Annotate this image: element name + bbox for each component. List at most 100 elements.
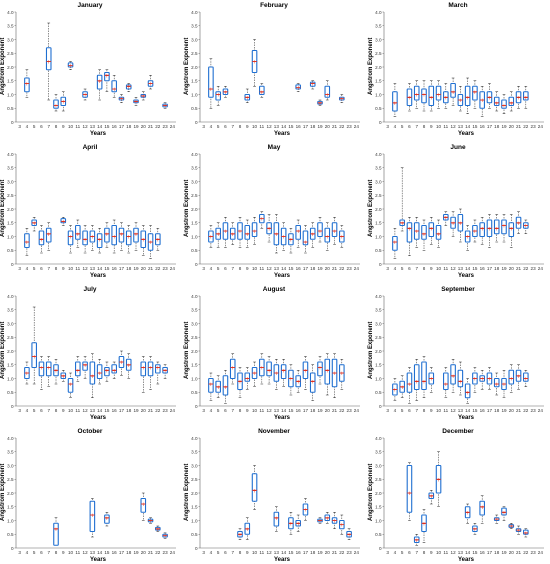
y-tick-label: 4.0 (191, 152, 198, 157)
x-tick-label: 7 (231, 124, 234, 129)
chart-panel-april: April Angstrom Exponent Years 0 0.5 1.0 1.5 2.0… (0, 142, 180, 280)
x-tick-label: 8 (239, 266, 242, 271)
x-tick-label: 6 (408, 550, 411, 555)
x-tick-label: 3 (202, 408, 205, 413)
y-tick-label: 0 (195, 262, 198, 267)
mean-marker: + (76, 232, 80, 238)
y-tick-label: 1.0 (375, 234, 382, 239)
y-tick-label: 1.0 (375, 92, 382, 97)
x-tick-label: 7 (47, 550, 50, 555)
x-tick-label: 7 (415, 266, 418, 271)
y-tick-label: 2.5 (7, 193, 14, 198)
y-tick-label: 3.5 (375, 24, 382, 29)
mean-marker: + (25, 240, 29, 246)
x-tick-label: 3 (386, 266, 389, 271)
box-plot-20: + (509, 215, 514, 248)
mean-marker: + (325, 516, 329, 522)
box-plot-21: + (516, 86, 521, 108)
x-tick-label: 15 (472, 266, 478, 271)
box-plot-svg: 0 0.5 1.0 1.5 2.0 2.5 3.0 3.5 4.0 3 4 5 6 7 8 9 10 11 12 13… (368, 284, 548, 422)
x-tick-label: 12 (451, 408, 457, 413)
mean-marker: + (238, 229, 242, 235)
x-tick-label: 3 (386, 408, 389, 413)
y-tick-label: 4.0 (191, 10, 198, 15)
box-plot-21: + (332, 354, 337, 398)
x-tick-label: 15 (104, 124, 110, 129)
mean-marker: + (119, 232, 123, 238)
mean-marker: + (90, 374, 94, 380)
mean-marker: + (466, 95, 470, 101)
x-tick-label: 3 (202, 550, 205, 555)
box-plot-20: + (509, 92, 514, 111)
x-tick-label: 10 (252, 550, 258, 555)
mean-marker: + (39, 366, 43, 372)
box-plot-23: + (163, 103, 168, 110)
x-tick-label: 11 (443, 266, 448, 271)
box-plot-13: + (90, 226, 95, 251)
x-tick-label: 16 (296, 550, 302, 555)
x-tick-label: 21 (516, 266, 522, 271)
x-tick-label: 21 (148, 266, 154, 271)
mean-marker: + (524, 95, 528, 101)
box-plot-15: + (105, 70, 110, 92)
x-tick-label: 12 (267, 266, 273, 271)
mean-marker: + (318, 101, 322, 107)
mean-marker: + (289, 521, 293, 527)
box-plot-10: + (436, 452, 441, 507)
x-tick-label: 8 (55, 408, 58, 413)
y-tick-label: 0 (379, 404, 382, 409)
box-plot-7: + (46, 357, 51, 387)
mean-marker: + (296, 229, 300, 235)
mean-marker: + (458, 98, 462, 104)
box-plot-10: + (252, 40, 257, 87)
x-tick-label: 16 (112, 124, 118, 129)
mean-marker: + (422, 521, 426, 527)
mean-marker: + (458, 221, 462, 227)
mean-marker: + (340, 235, 344, 241)
mean-marker: + (83, 93, 87, 99)
x-tick-label: 7 (47, 266, 50, 271)
x-tick-label: 24 (354, 408, 360, 413)
x-tick-label: 3 (386, 550, 389, 555)
box-plot-8: + (422, 220, 427, 250)
x-tick-label: 3 (386, 124, 389, 129)
x-tick-label: 11 (75, 550, 80, 555)
x-tick-label: 12 (83, 266, 89, 271)
x-tick-label: 23 (163, 550, 169, 555)
box-plot-7: + (414, 217, 419, 247)
box-plot-17: + (303, 226, 308, 254)
box-plot-13: + (458, 86, 463, 111)
y-tick-label: 3.0 (191, 463, 198, 468)
mean-marker: + (274, 232, 278, 238)
y-tick-label: 3.0 (375, 179, 382, 184)
y-tick-label: 0 (379, 546, 382, 551)
mean-marker: + (61, 99, 65, 105)
x-tick-label: 16 (480, 550, 486, 555)
mean-marker: + (105, 368, 109, 374)
y-tick-label: 1.5 (191, 363, 198, 368)
x-tick-label: 4 (26, 124, 29, 129)
box-plot-4: + (25, 70, 30, 98)
mean-marker: + (98, 79, 102, 85)
y-tick-label: 3.0 (7, 37, 14, 42)
x-tick-label: 10 (68, 550, 74, 555)
mean-marker: + (282, 368, 286, 374)
y-tick-label: 2.0 (191, 65, 198, 70)
x-tick-label: 21 (332, 266, 338, 271)
x-tick-label: 23 (163, 408, 169, 413)
box-plot-17: + (303, 499, 308, 521)
x-tick-label: 24 (538, 550, 544, 555)
x-tick-label: 6 (224, 550, 227, 555)
mean-marker: + (422, 232, 426, 238)
mean-marker: + (245, 95, 249, 101)
box-plot-6: + (223, 86, 228, 97)
mean-marker: + (274, 516, 278, 522)
box-plot-16: + (296, 84, 301, 92)
x-tick-label: 9 (62, 550, 65, 555)
box-plot-9: + (245, 89, 250, 103)
x-tick-label: 7 (415, 550, 418, 555)
y-tick-label: 4.0 (7, 152, 14, 157)
mean-marker: + (223, 229, 227, 235)
x-tick-label: 18 (126, 266, 132, 271)
box-plot-10: + (436, 220, 441, 248)
